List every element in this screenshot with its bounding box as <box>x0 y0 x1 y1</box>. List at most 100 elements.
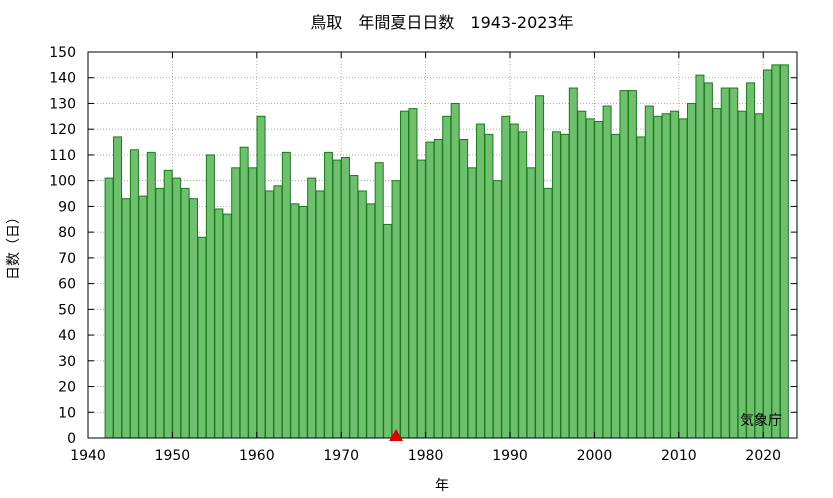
bar-1982 <box>433 138 443 439</box>
bar-1973 <box>357 190 367 439</box>
bar-1969 <box>324 151 334 439</box>
y-tick-label: 30 <box>58 354 76 370</box>
bar-2015 <box>712 108 722 439</box>
bar-1943 <box>104 177 114 439</box>
bar-2016 <box>720 87 730 439</box>
bar-2017 <box>729 87 739 439</box>
plot-frame <box>87 51 798 439</box>
bar-2005 <box>627 90 637 439</box>
bar-2003 <box>611 133 621 439</box>
x-tick-label: 1970 <box>323 448 359 464</box>
bar-2007 <box>644 105 654 439</box>
bar-1997 <box>560 133 570 439</box>
chart-title: 鳥取 年間夏日日数 1943-2023年 <box>310 13 573 32</box>
y-tick-label: 150 <box>49 45 76 61</box>
bar-1965 <box>290 203 300 439</box>
bar-2019 <box>746 82 756 439</box>
bar-1988 <box>484 133 494 439</box>
bar-1996 <box>551 131 561 439</box>
bar-1951 <box>172 177 182 439</box>
bar-2010 <box>670 110 680 439</box>
y-tick-label: 120 <box>49 122 76 138</box>
bar-2002 <box>602 105 612 439</box>
bar-1946 <box>129 149 139 439</box>
bar-2009 <box>661 113 671 439</box>
bar-1987 <box>475 123 485 439</box>
bar-1998 <box>568 87 578 439</box>
bar-1955 <box>205 154 215 439</box>
bar-2000 <box>585 118 595 439</box>
x-tick-label: 1980 <box>408 448 444 464</box>
bar-2001 <box>594 120 604 439</box>
y-tick-label: 90 <box>58 199 76 215</box>
bar-1956 <box>214 208 224 439</box>
bar-2022 <box>771 64 781 439</box>
bar-1989 <box>492 180 502 439</box>
bar-1975 <box>374 162 384 439</box>
bar-1995 <box>543 187 553 439</box>
bar-2008 <box>653 115 663 439</box>
bar-1962 <box>264 190 274 439</box>
bar-1947 <box>138 195 148 439</box>
bar-1949 <box>155 187 165 439</box>
bar-1959 <box>239 146 249 439</box>
y-tick-label: 0 <box>67 431 76 447</box>
bar-2013 <box>695 74 705 439</box>
bar-1979 <box>408 108 418 439</box>
bar-1999 <box>577 110 587 439</box>
y-axis-label: 日数（日） <box>6 210 22 280</box>
bar-1974 <box>366 203 376 439</box>
ticks: 0 10 20 30 40 50 60 70 80 90 100 110 120 130 140 150 194… <box>49 45 797 464</box>
x-tick-label: 1990 <box>492 448 528 464</box>
bar-1971 <box>340 157 350 439</box>
y-tick-label: 140 <box>49 71 76 87</box>
bar-1964 <box>281 151 291 439</box>
bar-1994 <box>535 95 545 439</box>
bar-1970 <box>332 159 342 439</box>
bar-1960 <box>248 167 258 439</box>
bars <box>104 64 789 439</box>
bar-1958 <box>231 167 241 439</box>
marker-triangle <box>389 429 404 441</box>
y-tick-label: 70 <box>58 251 76 267</box>
bar-1992 <box>518 131 528 439</box>
bar-2021 <box>762 69 772 439</box>
bar-2006 <box>636 136 646 439</box>
bar-1952 <box>180 187 190 439</box>
bar-2011 <box>678 118 688 439</box>
bar-1991 <box>509 123 519 439</box>
bar-1977 <box>391 180 401 439</box>
bar-1944 <box>113 136 123 439</box>
bar-2014 <box>703 82 713 439</box>
y-tick-label: 100 <box>49 174 76 190</box>
bar-1976 <box>383 223 393 439</box>
x-tick-label: 2010 <box>661 448 697 464</box>
y-tick-label: 50 <box>58 302 76 318</box>
y-tick-label: 10 <box>58 405 76 421</box>
x-axis-label: 年 <box>435 478 449 494</box>
bar-1957 <box>222 213 232 439</box>
bar-1968 <box>315 190 325 439</box>
bar-1985 <box>459 138 469 439</box>
bar-1948 <box>146 151 156 439</box>
bar-1967 <box>307 177 317 439</box>
bar-2004 <box>619 90 629 439</box>
y-tick-label: 60 <box>58 277 76 293</box>
bar-1950 <box>163 169 173 439</box>
bar-1961 <box>256 115 266 439</box>
bar-1953 <box>189 198 199 439</box>
y-tick-label: 80 <box>58 225 76 241</box>
bar-2023 <box>779 64 789 439</box>
bar-1954 <box>197 236 207 439</box>
bar-1984 <box>450 102 460 439</box>
bar-1993 <box>526 167 536 439</box>
bar-1983 <box>442 115 452 439</box>
y-tick-label: 110 <box>49 148 76 164</box>
x-tick-label: 1960 <box>239 448 275 464</box>
bar-2012 <box>686 102 696 439</box>
y-tick-label: 130 <box>49 96 76 112</box>
x-tick-label: 2020 <box>745 448 781 464</box>
x-tick-label: 1940 <box>70 448 106 464</box>
y-tick-label: 40 <box>58 328 76 344</box>
